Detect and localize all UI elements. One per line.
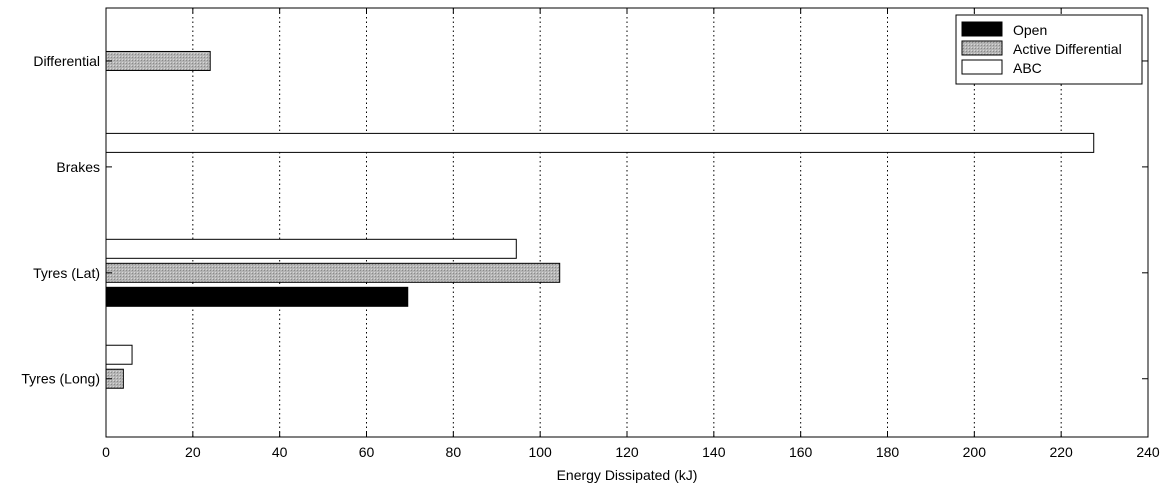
y-tick-label: Brakes	[56, 159, 100, 175]
x-tick-labels: 0 20 40 60 80 100 120 140 160 180 200 220 240	[102, 444, 1160, 460]
legend-swatch	[961, 59, 1003, 75]
bar	[105, 344, 133, 365]
legend-label: Active Differential	[1013, 41, 1122, 57]
x-tick-label: 240	[1136, 444, 1160, 460]
x-tick-label: 40	[272, 444, 288, 460]
x-tick-label: 80	[446, 444, 462, 460]
grid-lines	[192, 8, 1062, 437]
y-tick-label: Tyres (Lat)	[33, 265, 100, 281]
x-tick-label: 200	[963, 444, 987, 460]
y-tick-labels: Tyres (Long) Tyres (Lat) Brakes Differentia…	[21, 53, 100, 387]
legend-swatch	[961, 40, 1003, 56]
y-tick-label: Differential	[33, 53, 100, 69]
x-axis-label: Energy Dissipated (kJ)	[557, 467, 698, 483]
bar	[105, 238, 517, 259]
legend-label: Open	[1013, 22, 1047, 38]
x-tick-label: 180	[876, 444, 900, 460]
bar	[105, 50, 211, 71]
x-tick-label: 0	[102, 444, 110, 460]
x-tick-label: 120	[615, 444, 639, 460]
x-tick-label: 100	[528, 444, 552, 460]
legend-swatch	[961, 21, 1003, 37]
bar	[105, 132, 1095, 153]
bars	[105, 50, 1095, 389]
bar	[105, 286, 409, 307]
legend: Open Active Differential ABC	[955, 14, 1143, 85]
x-tick-label: 220	[1049, 444, 1073, 460]
axis-ticks	[105, 8, 1149, 437]
x-tick-label: 20	[185, 444, 201, 460]
legend-label: ABC	[1013, 60, 1042, 76]
y-tick-label: Tyres (Long)	[21, 371, 100, 387]
x-tick-label: 60	[359, 444, 375, 460]
x-tick-label: 140	[702, 444, 726, 460]
x-tick-label: 160	[789, 444, 813, 460]
bar	[105, 262, 561, 283]
